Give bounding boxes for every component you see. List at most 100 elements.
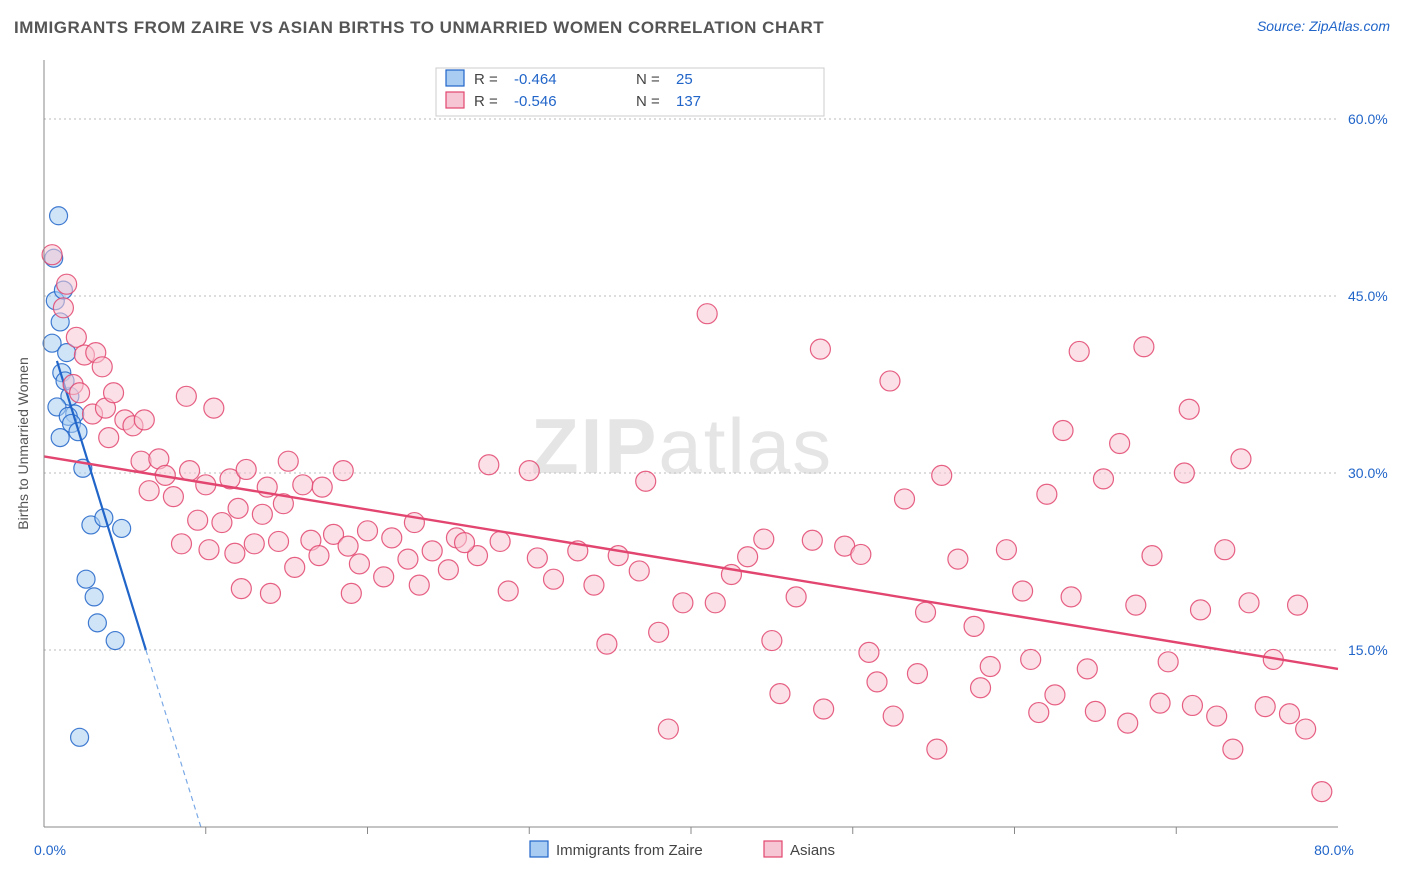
scatter-point-asians [971,678,991,698]
y-tick-label: 30.0% [1348,465,1388,481]
scatter-point-asians [851,544,871,564]
scatter-point-asians [66,327,86,347]
scatter-point-asians [1118,713,1138,733]
scatter-point-asians [1207,706,1227,726]
scatter-point-zaire [51,429,69,447]
scatter-point-asians [479,455,499,475]
scatter-point-asians [358,521,378,541]
trend-line-dashed-zaire [146,650,201,827]
scatter-point-zaire [88,614,106,632]
scatter-point-asians [269,531,289,551]
scatter-point-asians [1021,649,1041,669]
scatter-point-asians [786,587,806,607]
scatter-point-asians [1045,685,1065,705]
scatter-point-asians [131,451,151,471]
scatter-point-asians [1085,701,1105,721]
scatter-point-asians [1239,593,1259,613]
scatter-point-asians [762,631,782,651]
y-axis-title: Births to Unmarried Women [15,357,31,529]
scatter-point-asians [738,547,758,567]
x-tick-label: 0.0% [34,842,66,858]
scatter-point-asians [1150,693,1170,713]
scatter-point-asians [1134,337,1154,357]
y-tick-label: 15.0% [1348,642,1388,658]
scatter-point-asians [697,304,717,324]
stats-n-label: N = [636,71,660,88]
scatter-point-asians [1110,434,1130,454]
scatter-point-asians [814,699,834,719]
y-tick-label: 45.0% [1348,288,1388,304]
series-legend-label: Asians [790,842,835,859]
scatter-point-asians [225,543,245,563]
scatter-point-asians [293,475,313,495]
scatter-point-asians [705,593,725,613]
scatter-point-asians [341,583,361,603]
scatter-point-asians [382,528,402,548]
scatter-point-asians [1174,463,1194,483]
scatter-point-asians [338,536,358,556]
scatter-point-asians [285,557,305,577]
scatter-point-asians [932,465,952,485]
scatter-point-asians [1077,659,1097,679]
scatter-point-asians [636,471,656,491]
scatter-point-asians [673,593,693,613]
scatter-point-asians [92,357,112,377]
scatter-point-asians [1069,341,1089,361]
scatter-point-asians [584,575,604,595]
scatter-point-asians [312,477,332,497]
stats-n-value: 25 [676,71,693,88]
scatter-point-asians [895,489,915,509]
stats-r-value: -0.546 [514,93,557,110]
stats-r-value: -0.464 [514,71,557,88]
scatter-point-asians [519,461,539,481]
watermark: ZIPatlas [531,402,833,490]
scatter-point-asians [260,583,280,603]
scatter-point-asians [99,428,119,448]
x-tick-label: 80.0% [1314,842,1354,858]
correlation-scatter-chart: 15.0% 30.0% 45.0% 60.0% ZIPatlas 0.0% 80.0% Bir… [0,0,1406,892]
scatter-point-asians [57,274,77,294]
scatter-point-asians [948,549,968,569]
scatter-point-asians [409,575,429,595]
scatter-point-asians [374,567,394,587]
scatter-point-asians [859,642,879,662]
scatter-point-asians [1061,587,1081,607]
series-legend-swatch [764,841,782,857]
scatter-point-asians [180,461,200,481]
scatter-point-asians [252,504,272,524]
scatter-point-zaire [71,728,89,746]
scatter-point-asians [70,383,90,403]
scatter-point-asians [422,541,442,561]
scatter-point-asians [880,371,900,391]
scatter-point-asians [916,602,936,622]
stats-r-label: R = [474,93,498,110]
scatter-point-asians [188,510,208,530]
scatter-point-asians [309,546,329,566]
stats-n-label: N = [636,93,660,110]
series-legend-swatch [530,841,548,857]
scatter-point-asians [1037,484,1057,504]
scatter-point-asians [1312,782,1332,802]
y-tick-label: 60.0% [1348,111,1388,127]
scatter-point-asians [199,540,219,560]
scatter-point-asians [1013,581,1033,601]
scatter-point-asians [139,481,159,501]
scatter-point-asians [597,634,617,654]
scatter-point-asians [1279,704,1299,724]
scatter-point-asians [349,554,369,574]
scatter-point-asians [53,298,73,318]
scatter-point-asians [1255,697,1275,717]
scatter-point-asians [490,531,510,551]
scatter-point-asians [927,739,947,759]
scatter-point-asians [754,529,774,549]
scatter-point-asians [1182,695,1202,715]
scatter-point-asians [1191,600,1211,620]
scatter-point-asians [1142,546,1162,566]
scatter-point-asians [883,706,903,726]
scatter-point-asians [104,383,124,403]
stats-legend-swatch [446,70,464,86]
scatter-point-asians [1126,595,1146,615]
scatter-point-zaire [77,570,95,588]
scatter-point-asians [649,622,669,642]
scatter-point-asians [244,534,264,554]
